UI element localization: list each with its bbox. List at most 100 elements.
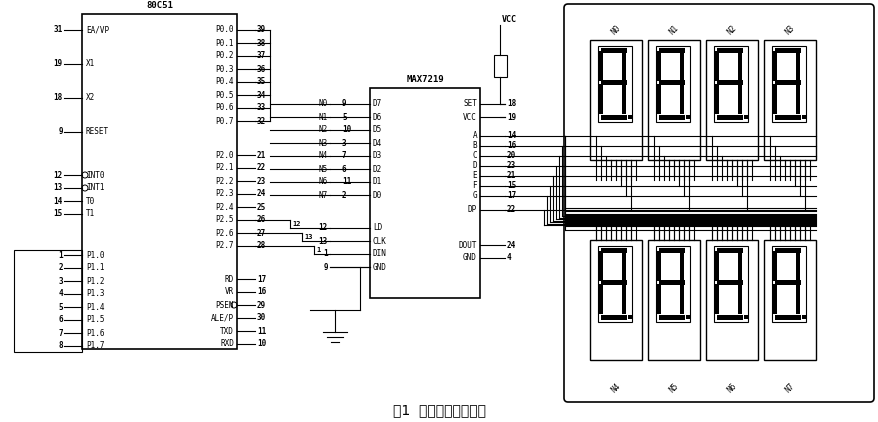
Bar [627, 315, 631, 319]
Text: D: D [471, 162, 477, 170]
Text: P0.5: P0.5 [215, 90, 234, 100]
Bar [598, 251, 602, 281]
Text: 12: 12 [291, 221, 300, 227]
Text: 16: 16 [256, 287, 266, 297]
Text: 26: 26 [256, 216, 266, 225]
Text: 3: 3 [342, 138, 346, 148]
Text: 34: 34 [256, 90, 266, 100]
Text: P0.7: P0.7 [215, 116, 234, 125]
Text: 16: 16 [507, 141, 515, 151]
Bar [680, 251, 683, 281]
Text: D7: D7 [372, 100, 382, 108]
Bar [716, 248, 742, 253]
Text: 13: 13 [319, 236, 327, 246]
Bar [714, 284, 718, 314]
Text: PSEN: PSEN [215, 300, 234, 309]
Bar [601, 80, 626, 85]
Text: P2.7: P2.7 [215, 241, 234, 251]
Text: N7: N7 [782, 382, 795, 395]
Text: 28: 28 [256, 241, 266, 251]
Text: 27: 27 [256, 228, 266, 238]
Bar [655, 246, 689, 322]
Bar [685, 115, 689, 119]
Bar [622, 284, 625, 314]
Bar [774, 80, 800, 85]
Text: 10: 10 [342, 125, 351, 135]
Text: 17: 17 [507, 192, 515, 200]
Bar [656, 84, 660, 114]
Bar [795, 51, 799, 81]
Text: EA/VP: EA/VP [86, 25, 109, 35]
Bar [14, 250, 82, 352]
Text: RXD: RXD [220, 340, 234, 349]
Text: P1.7: P1.7 [86, 341, 104, 351]
Text: 5: 5 [342, 113, 346, 122]
Text: P0.4: P0.4 [215, 78, 234, 87]
Text: P2.5: P2.5 [215, 216, 234, 225]
Bar [598, 84, 602, 114]
Bar [647, 240, 699, 360]
Bar [598, 284, 602, 314]
Bar [716, 280, 742, 285]
Text: P1.4: P1.4 [86, 303, 104, 311]
Bar [658, 280, 684, 285]
Text: 17: 17 [256, 274, 266, 284]
Text: 19: 19 [507, 113, 515, 122]
Bar [772, 84, 776, 114]
Text: 8: 8 [58, 341, 63, 351]
Text: GND: GND [372, 262, 386, 271]
Text: 4: 4 [507, 254, 511, 262]
Bar [597, 246, 631, 322]
Text: 3: 3 [58, 276, 63, 286]
Text: VCC: VCC [501, 16, 516, 24]
Text: 29: 29 [256, 300, 266, 309]
Text: 1: 1 [323, 249, 327, 259]
Text: P1.0: P1.0 [86, 251, 104, 260]
Text: P1.6: P1.6 [86, 328, 104, 338]
Bar [738, 84, 741, 114]
Bar [680, 284, 683, 314]
Text: P0.1: P0.1 [215, 38, 234, 48]
Text: ALE/P: ALE/P [211, 314, 234, 322]
Text: TXD: TXD [220, 327, 234, 335]
Text: 30: 30 [256, 314, 266, 322]
Text: 33: 33 [256, 103, 266, 113]
Text: T1: T1 [86, 209, 95, 219]
Text: 19: 19 [54, 60, 63, 68]
Bar [601, 280, 626, 285]
Text: MAX7219: MAX7219 [406, 75, 443, 84]
Bar [622, 51, 625, 81]
Bar [713, 46, 747, 122]
Bar [713, 246, 747, 322]
Bar [685, 315, 689, 319]
Text: 7: 7 [342, 151, 346, 160]
Bar [82, 14, 237, 349]
Text: 80C51: 80C51 [146, 1, 173, 10]
Text: 18: 18 [507, 100, 515, 108]
Text: N2: N2 [319, 125, 327, 135]
Text: P2.6: P2.6 [215, 228, 234, 238]
Bar [601, 315, 626, 320]
Text: DOUT: DOUT [458, 241, 477, 249]
Bar [763, 240, 815, 360]
Bar [658, 80, 684, 85]
Bar [801, 315, 805, 319]
Text: D3: D3 [372, 151, 382, 160]
Bar [716, 80, 742, 85]
Text: B: B [471, 141, 477, 151]
Text: 37: 37 [256, 51, 266, 60]
Text: RESET: RESET [86, 127, 109, 136]
Bar [370, 88, 479, 298]
Bar [493, 55, 507, 77]
Text: 23: 23 [256, 176, 266, 186]
Bar [656, 51, 660, 81]
Text: 6: 6 [342, 165, 346, 173]
Text: P0.2: P0.2 [215, 51, 234, 60]
Bar [601, 48, 626, 53]
Bar [774, 280, 800, 285]
Bar [716, 48, 742, 53]
Text: 14: 14 [54, 197, 63, 206]
Bar [743, 315, 747, 319]
Text: D5: D5 [372, 125, 382, 135]
Text: X1: X1 [86, 60, 95, 68]
